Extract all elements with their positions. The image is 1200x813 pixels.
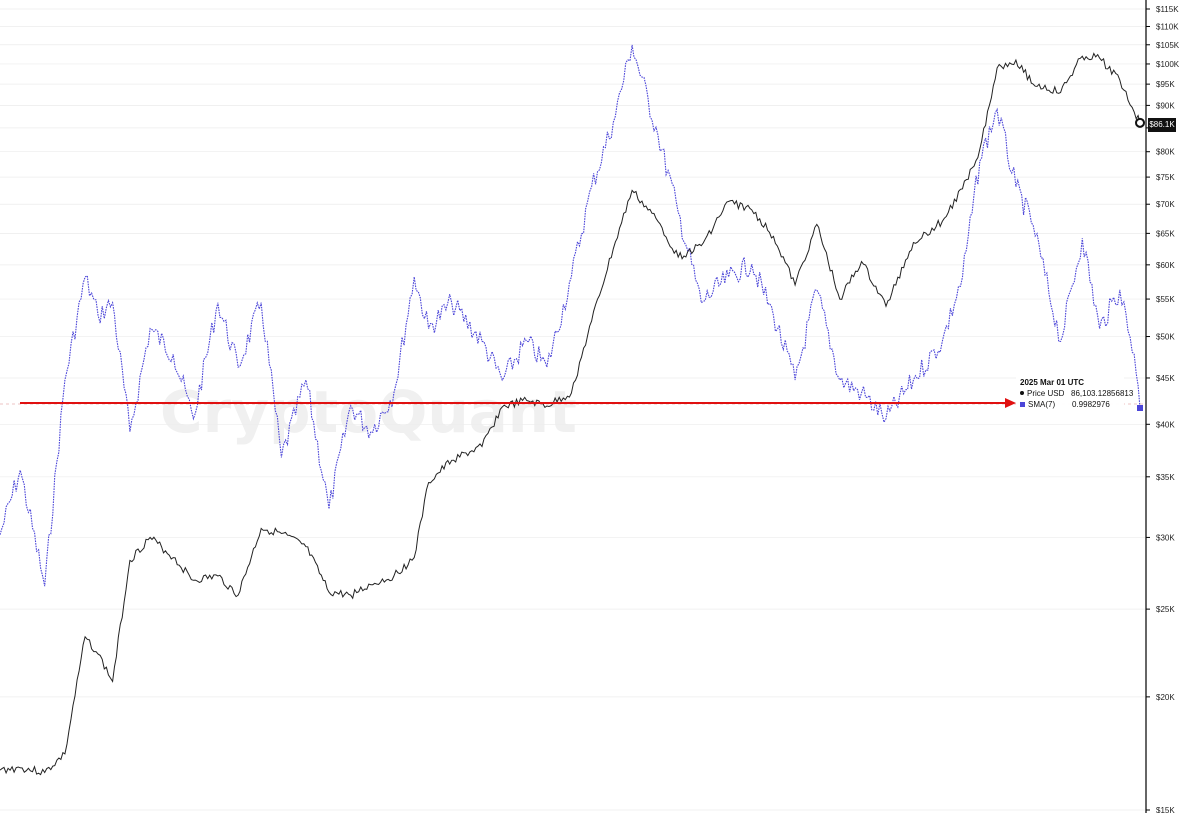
watermark: CryptoQuant [160,378,577,446]
y-tick-label: $50K [1156,333,1175,342]
sma-highlight-marker [1137,405,1143,411]
y-tick-label: $75K [1156,173,1175,182]
y-tick-label: $35K [1156,473,1175,482]
current-price-badge: $86.1K [1148,118,1176,132]
tooltip-price-label: Price USD [1027,389,1065,398]
series-layer [0,44,1141,776]
y-tick-label: $90K [1156,101,1175,110]
sma-series-line [0,44,1141,587]
y-tick-label: $25K [1156,605,1175,614]
tooltip-sma-row: SMA(7) 0.9982976 [1020,399,1120,410]
y-tick-label: $80K [1156,148,1175,157]
tooltip-sma-label: SMA(7) [1028,400,1056,409]
tooltip-date: 2025 Mar 01 UTC [1020,378,1085,387]
y-tick-label: $20K [1156,693,1175,702]
y-tick-label: $55K [1156,295,1175,304]
price-dot-icon [1020,391,1024,395]
grid-layer [0,8,1145,811]
price-series-line [0,52,1141,776]
y-tick-label: $115K [1156,5,1179,14]
y-tick-label: $110K [1156,22,1179,31]
sma-square-icon [1020,402,1025,407]
y-axis: $115K$110K$105K$100K$95K$90K$85K$80K$75K… [1145,0,1180,813]
chart-tooltip: 2025 Mar 01 UTC Price USD 86,103.12856813… [1016,375,1133,415]
y-tick-label: $60K [1156,261,1175,270]
annotation-arrow-head [1005,398,1016,408]
y-tick-label: $40K [1156,420,1175,429]
y-tick-label: $105K [1156,41,1180,50]
price-highlight-marker [1135,117,1145,128]
y-tick-label: $100K [1156,60,1180,69]
y-tick-label: $70K [1156,200,1175,209]
tooltip-price-value: 86,103.12856813 [1071,389,1134,398]
y-tick-label: $15K [1156,806,1175,813]
tooltip-price-row: Price USD 86,103.12856813 [1020,388,1133,399]
y-tick-label: $45K [1156,374,1175,383]
tooltip-sma-value: 0.9982976 [1072,400,1110,409]
y-tick-label: $95K [1156,80,1175,89]
y-tick-label: $30K [1156,533,1175,542]
y-tick-label: $65K [1156,229,1175,238]
annotation-layer [0,117,1145,411]
